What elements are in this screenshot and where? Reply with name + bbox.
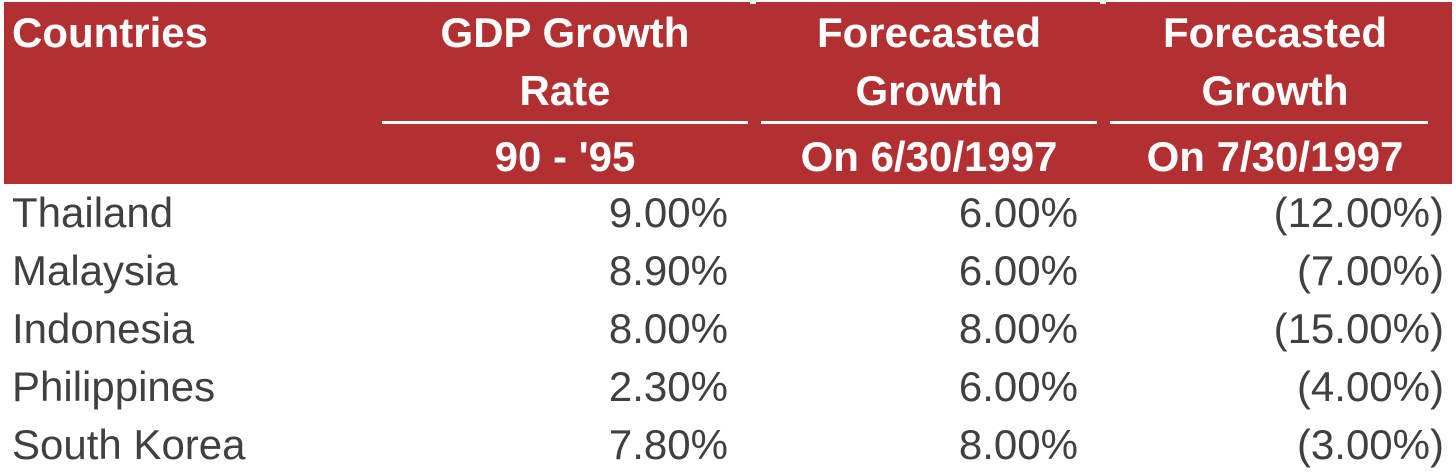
forecast-june-cell: 6.00%: [958, 247, 1078, 294]
header-gdp-period: 90 - '95: [494, 133, 636, 180]
forecast-july-cell: (15.00%): [1273, 305, 1444, 352]
table-row: Indonesia 8.00% 8.00% (15.00%): [4, 300, 1452, 358]
forecast-july-cell: (4.00%): [1296, 363, 1444, 410]
header-divider-notch: [1100, 2, 1106, 4]
gdp-growth-cell: 8.90%: [608, 247, 728, 294]
forecast-july-cell: (7.00%): [1296, 247, 1444, 294]
header-gdp-growth-line1: GDP Growth: [440, 9, 690, 56]
header-forecast-july-line2: Growth: [1201, 67, 1349, 114]
header-divider-notch: [750, 2, 756, 4]
header-countries: Countries: [12, 9, 209, 56]
gdp-growth-table: Countries GDP Growth Rate 90 - '95 Forec…: [4, 2, 1452, 473]
table-row: South Korea 7.80% 8.00% (3.00%): [4, 416, 1452, 474]
forecast-june-cell: 6.00%: [958, 189, 1078, 236]
forecast-july-cell: (12.00%): [1273, 189, 1444, 236]
header-forecast-june-line2: Growth: [855, 67, 1003, 114]
header-forecast-july-date: On 7/30/1997: [1146, 133, 1404, 180]
country-cell: Philippines: [12, 363, 216, 410]
forecast-june-cell: 8.00%: [958, 305, 1078, 352]
table-row: Philippines 2.30% 6.00% (4.00%): [4, 358, 1452, 416]
gdp-growth-cell: 9.00%: [608, 189, 728, 236]
gdp-growth-cell: 7.80%: [608, 421, 728, 468]
table-row: Thailand 9.00% 6.00% (12.00%): [4, 184, 1452, 242]
forecast-june-cell: 8.00%: [958, 421, 1078, 468]
header-forecast-june-date: On 6/30/1997: [800, 133, 1058, 180]
forecast-june-cell: 6.00%: [958, 363, 1078, 410]
gdp-growth-cell: 8.00%: [608, 305, 728, 352]
header-underline-forecast-july: [1110, 121, 1428, 124]
country-cell: Malaysia: [12, 247, 178, 294]
gdp-growth-cell: 2.30%: [608, 363, 728, 410]
header-forecast-june-line1: Forecasted: [816, 9, 1042, 56]
country-cell: South Korea: [12, 421, 246, 468]
table-header: Countries GDP Growth Rate 90 - '95 Forec…: [4, 2, 1452, 184]
forecast-july-cell: (3.00%): [1296, 421, 1444, 468]
header-underline-gdp: [382, 121, 748, 124]
header-gdp-growth-line2: Rate: [519, 67, 611, 114]
country-cell: Thailand: [12, 189, 174, 236]
header-underline-forecast-june: [761, 121, 1097, 124]
header-forecast-july-line1: Forecasted: [1162, 9, 1388, 56]
country-cell: Indonesia: [12, 305, 195, 352]
table-row: Malaysia 8.90% 6.00% (7.00%): [4, 242, 1452, 300]
